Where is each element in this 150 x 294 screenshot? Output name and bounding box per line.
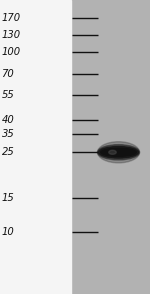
Text: 100: 100 bbox=[2, 47, 21, 57]
Text: 55: 55 bbox=[2, 90, 14, 100]
Ellipse shape bbox=[98, 145, 140, 160]
Text: 15: 15 bbox=[2, 193, 14, 203]
Ellipse shape bbox=[99, 146, 138, 158]
Text: 70: 70 bbox=[2, 69, 14, 79]
Bar bbox=[0, 0, 70, 294]
Ellipse shape bbox=[98, 142, 140, 163]
Text: 10: 10 bbox=[2, 227, 14, 237]
Bar bbox=[70, 0, 150, 294]
Text: 25: 25 bbox=[2, 147, 14, 157]
Text: 40: 40 bbox=[2, 115, 14, 125]
Ellipse shape bbox=[101, 148, 136, 156]
Ellipse shape bbox=[109, 150, 116, 154]
Text: 130: 130 bbox=[2, 30, 21, 40]
Text: 170: 170 bbox=[2, 13, 21, 23]
Text: 35: 35 bbox=[2, 129, 14, 139]
